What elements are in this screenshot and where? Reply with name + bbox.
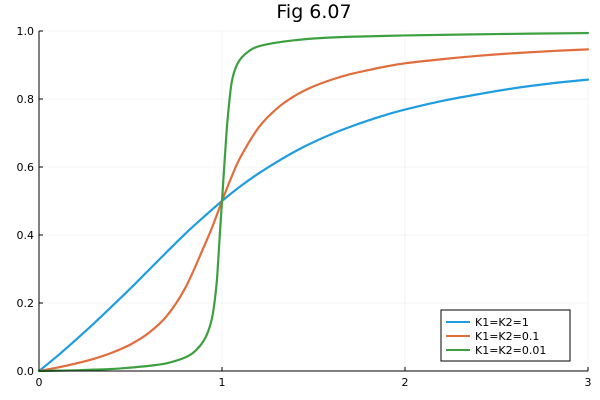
- chart-legend: K1=K2=1 K1=K2=0.1 K1=K2=0.01: [440, 309, 571, 362]
- chart-title: Fig 6.07: [276, 1, 351, 23]
- x-tick-label-2: 2: [402, 376, 409, 389]
- axes-layer: 0 1 2 3 0.0 0.2 0.4 0.6 0.8 1.0: [17, 25, 592, 389]
- x-tick-label-3: 3: [585, 376, 592, 389]
- y-tick-label-2: 0.4: [17, 229, 35, 242]
- y-tick-label-4: 0.8: [17, 93, 35, 106]
- series-line-3: [37, 31, 590, 373]
- y-tick-label-3: 0.6: [17, 161, 35, 174]
- series-line-1: [37, 78, 590, 373]
- y-tick-label-1: 0.2: [17, 297, 35, 310]
- series-layer: [37, 31, 590, 373]
- y-tick-label-0: 0.0: [17, 365, 35, 378]
- legend-label-series-2: K1=K2=0.1: [475, 330, 539, 343]
- series-line-2: [37, 48, 590, 373]
- x-tick-label-0: 0: [36, 376, 43, 389]
- legend-label-series-3: K1=K2=0.01: [475, 344, 546, 357]
- legend-label-series-1: K1=K2=1: [475, 316, 529, 329]
- y-tick-label-5: 1.0: [17, 25, 35, 38]
- x-tick-label-1: 1: [219, 376, 226, 389]
